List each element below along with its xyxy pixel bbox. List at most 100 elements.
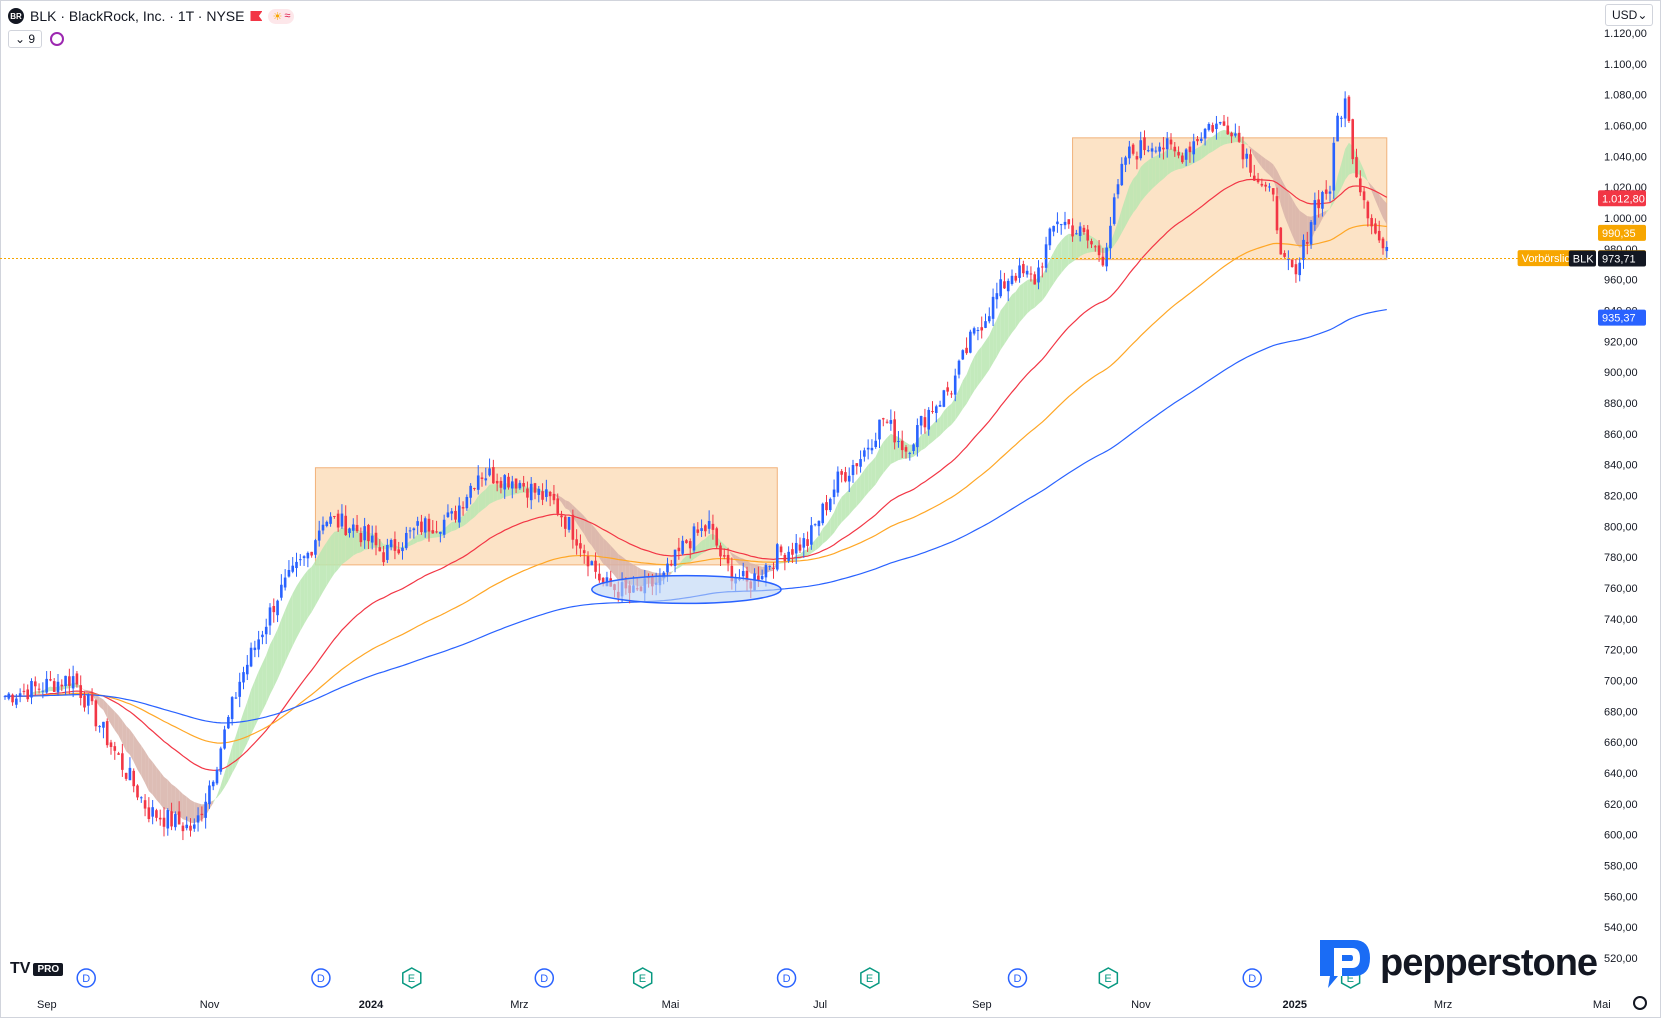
candle-body — [355, 524, 359, 532]
trend-cloud-segment — [258, 663, 263, 719]
trend-cloud-segment — [993, 319, 997, 364]
price-label-box — [1598, 309, 1646, 326]
trend-cloud-segment — [671, 568, 676, 574]
candle-body — [1336, 115, 1339, 142]
trend-cloud-segment — [251, 680, 255, 735]
trend-cloud-segment — [451, 521, 456, 532]
candle-body — [704, 525, 707, 532]
trend-cloud-segment — [1171, 148, 1175, 173]
trend-cloud-segment — [1220, 129, 1224, 147]
trend-cloud-segment — [614, 549, 619, 581]
trend-cloud-segment — [167, 779, 172, 814]
candle-body — [162, 817, 166, 827]
candle-body — [995, 293, 999, 300]
trend-cloud-segment — [141, 745, 146, 784]
candle-body — [276, 600, 279, 616]
candle-body — [772, 567, 775, 569]
candle-body — [143, 800, 147, 809]
earnings-marker[interactable] — [1098, 967, 1119, 989]
dividend-marker-label: D — [1014, 973, 1022, 985]
candle-body — [507, 476, 510, 488]
sync-icon[interactable] — [50, 32, 65, 46]
dividend-marker[interactable] — [1242, 968, 1262, 988]
candle-body — [722, 555, 726, 557]
candle-body — [760, 575, 764, 580]
dividend-marker[interactable] — [776, 968, 797, 988]
trend-cloud-segment — [114, 711, 119, 736]
trend-cloud-segment — [224, 760, 229, 788]
trend-cloud-segment — [822, 524, 827, 544]
trend-cloud-segment — [849, 484, 853, 515]
dividend-marker[interactable] — [311, 968, 331, 988]
candle-body — [1321, 192, 1324, 209]
earnings-marker[interactable] — [860, 967, 880, 989]
trend-cloud-segment — [743, 558, 747, 570]
y-tick-label: 920,00 — [1604, 336, 1638, 348]
candle-body — [1056, 221, 1059, 225]
trend-cloud-segment — [1208, 136, 1213, 154]
candle-body — [370, 535, 374, 543]
candle-body — [124, 772, 128, 779]
candle-body — [730, 565, 734, 582]
trend-cloud-segment — [164, 776, 168, 810]
candle-body — [1260, 183, 1264, 186]
trend-cloud-segment — [576, 508, 581, 529]
price-label-text: 973,71 — [1602, 254, 1636, 266]
earnings-marker-label: E — [1104, 973, 1111, 985]
candle-body — [321, 524, 325, 531]
trend-cloud-segment — [936, 416, 941, 439]
currency-select[interactable]: USD ⌄ — [1605, 4, 1653, 26]
symbol-header[interactable]: BR BLK · BlackRock, Inc. · 1T · NYSE ☀ ≈ — [8, 6, 295, 26]
candle-body — [238, 681, 242, 697]
session-status[interactable]: ☀ ≈ — [268, 8, 295, 24]
earnings-marker-label: E — [1347, 973, 1354, 985]
trend-cloud-segment — [1136, 166, 1141, 209]
candle-body — [261, 634, 264, 638]
trend-cloud-segment — [315, 554, 320, 606]
trend-cloud-segment — [1326, 208, 1330, 214]
dividend-marker-label: D — [317, 973, 325, 985]
candle-body — [431, 530, 435, 534]
candle-body — [49, 679, 52, 681]
earnings-marker[interactable] — [402, 967, 422, 989]
candle-body — [927, 409, 931, 430]
trend-cloud-segment — [1261, 156, 1266, 172]
candle-body — [1135, 156, 1139, 160]
trend-cloud-segment — [606, 541, 611, 572]
candle-body — [1165, 138, 1169, 150]
gear-icon[interactable] — [1633, 996, 1647, 1010]
trend-cloud-segment — [1288, 191, 1293, 235]
candle-body — [571, 514, 575, 540]
candle-body — [295, 561, 298, 569]
tradingview-logo[interactable]: TV PRO — [10, 960, 64, 978]
candle-body — [1207, 124, 1211, 130]
candle-body — [340, 513, 344, 527]
chevron-down-icon: ⌄ — [15, 32, 26, 46]
candle-body — [1370, 217, 1373, 227]
candle-body — [900, 440, 904, 451]
dividend-marker[interactable] — [76, 968, 96, 988]
candle-body — [1366, 201, 1370, 219]
candle-body — [283, 577, 287, 588]
y-tick-label: 1.080,00 — [1604, 90, 1647, 102]
dividend-marker[interactable] — [534, 968, 555, 988]
candle-body — [1268, 186, 1271, 188]
trend-cloud-segment — [1250, 147, 1255, 157]
trend-cloud-segment — [569, 501, 573, 517]
flag-icon[interactable] — [250, 11, 263, 21]
candle-body — [598, 573, 601, 581]
candle-body — [211, 781, 215, 787]
symbol-title[interactable]: BLK · BlackRock, Inc. · 1T · NYSE — [30, 8, 245, 24]
candle-body — [128, 767, 132, 781]
trend-cloud-segment — [300, 574, 305, 632]
candle-body — [136, 785, 139, 798]
indicator-toggle[interactable]: ⌄ 9 — [8, 30, 43, 48]
trend-cloud-segment — [1337, 163, 1342, 196]
candle-body — [821, 503, 825, 524]
candle-body — [938, 404, 942, 407]
dividend-marker[interactable] — [1007, 968, 1028, 988]
candle-body — [219, 748, 223, 772]
candle-body — [1294, 264, 1298, 275]
earnings-marker[interactable] — [632, 967, 653, 989]
